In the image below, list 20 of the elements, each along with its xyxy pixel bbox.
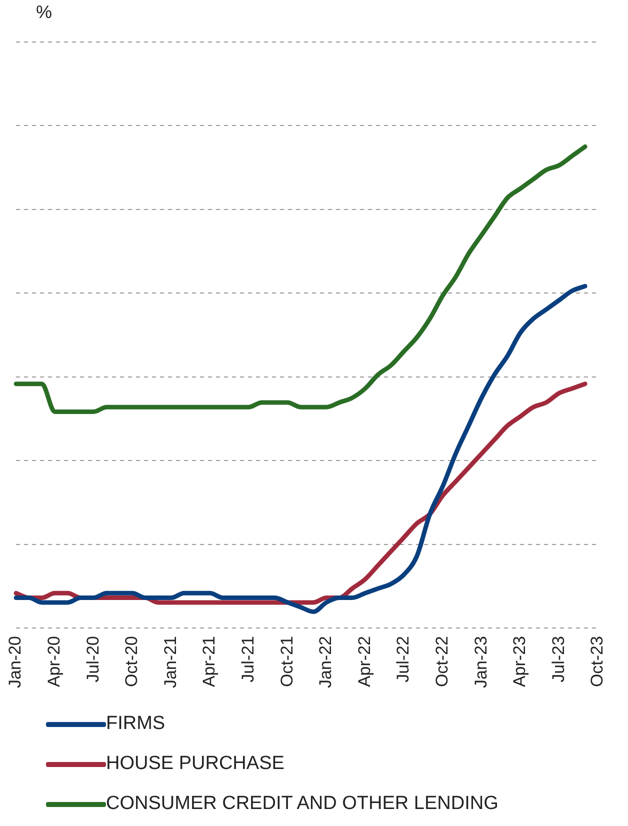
x-tick-label: Oct-20 — [122, 636, 142, 688]
legend-label: CONSUMER CREDIT AND OTHER LENDING — [106, 793, 498, 815]
text: % — [36, 2, 52, 22]
x-tick-label: Apr-21 — [200, 636, 219, 688]
legend-label: HOUSE PURCHASE — [106, 753, 284, 775]
x-tick-label: Oct-23 — [588, 636, 607, 688]
x-tick-label: Jan-22 — [316, 636, 336, 688]
x-tick-label: Jan-21 — [160, 636, 180, 688]
x-tick-label: Jul-22 — [394, 636, 413, 682]
x-tick-label: Jul-21 — [238, 636, 258, 682]
x-tick-label: Jan-23 — [471, 636, 490, 688]
x-tick-label: Jan-20 — [6, 636, 25, 688]
x-tick-label: Jul-23 — [548, 636, 568, 682]
x-tick-label: Apr-20 — [44, 636, 64, 688]
legend-label: FIRMS — [106, 713, 166, 735]
x-tick-label: Oct-22 — [432, 636, 452, 688]
x-tick-label: Oct-21 — [277, 636, 296, 688]
x-tick-label: Jul-20 — [83, 636, 102, 682]
x-tick-label: Apr-22 — [354, 636, 374, 688]
x-tick-label: Apr-23 — [510, 636, 530, 688]
